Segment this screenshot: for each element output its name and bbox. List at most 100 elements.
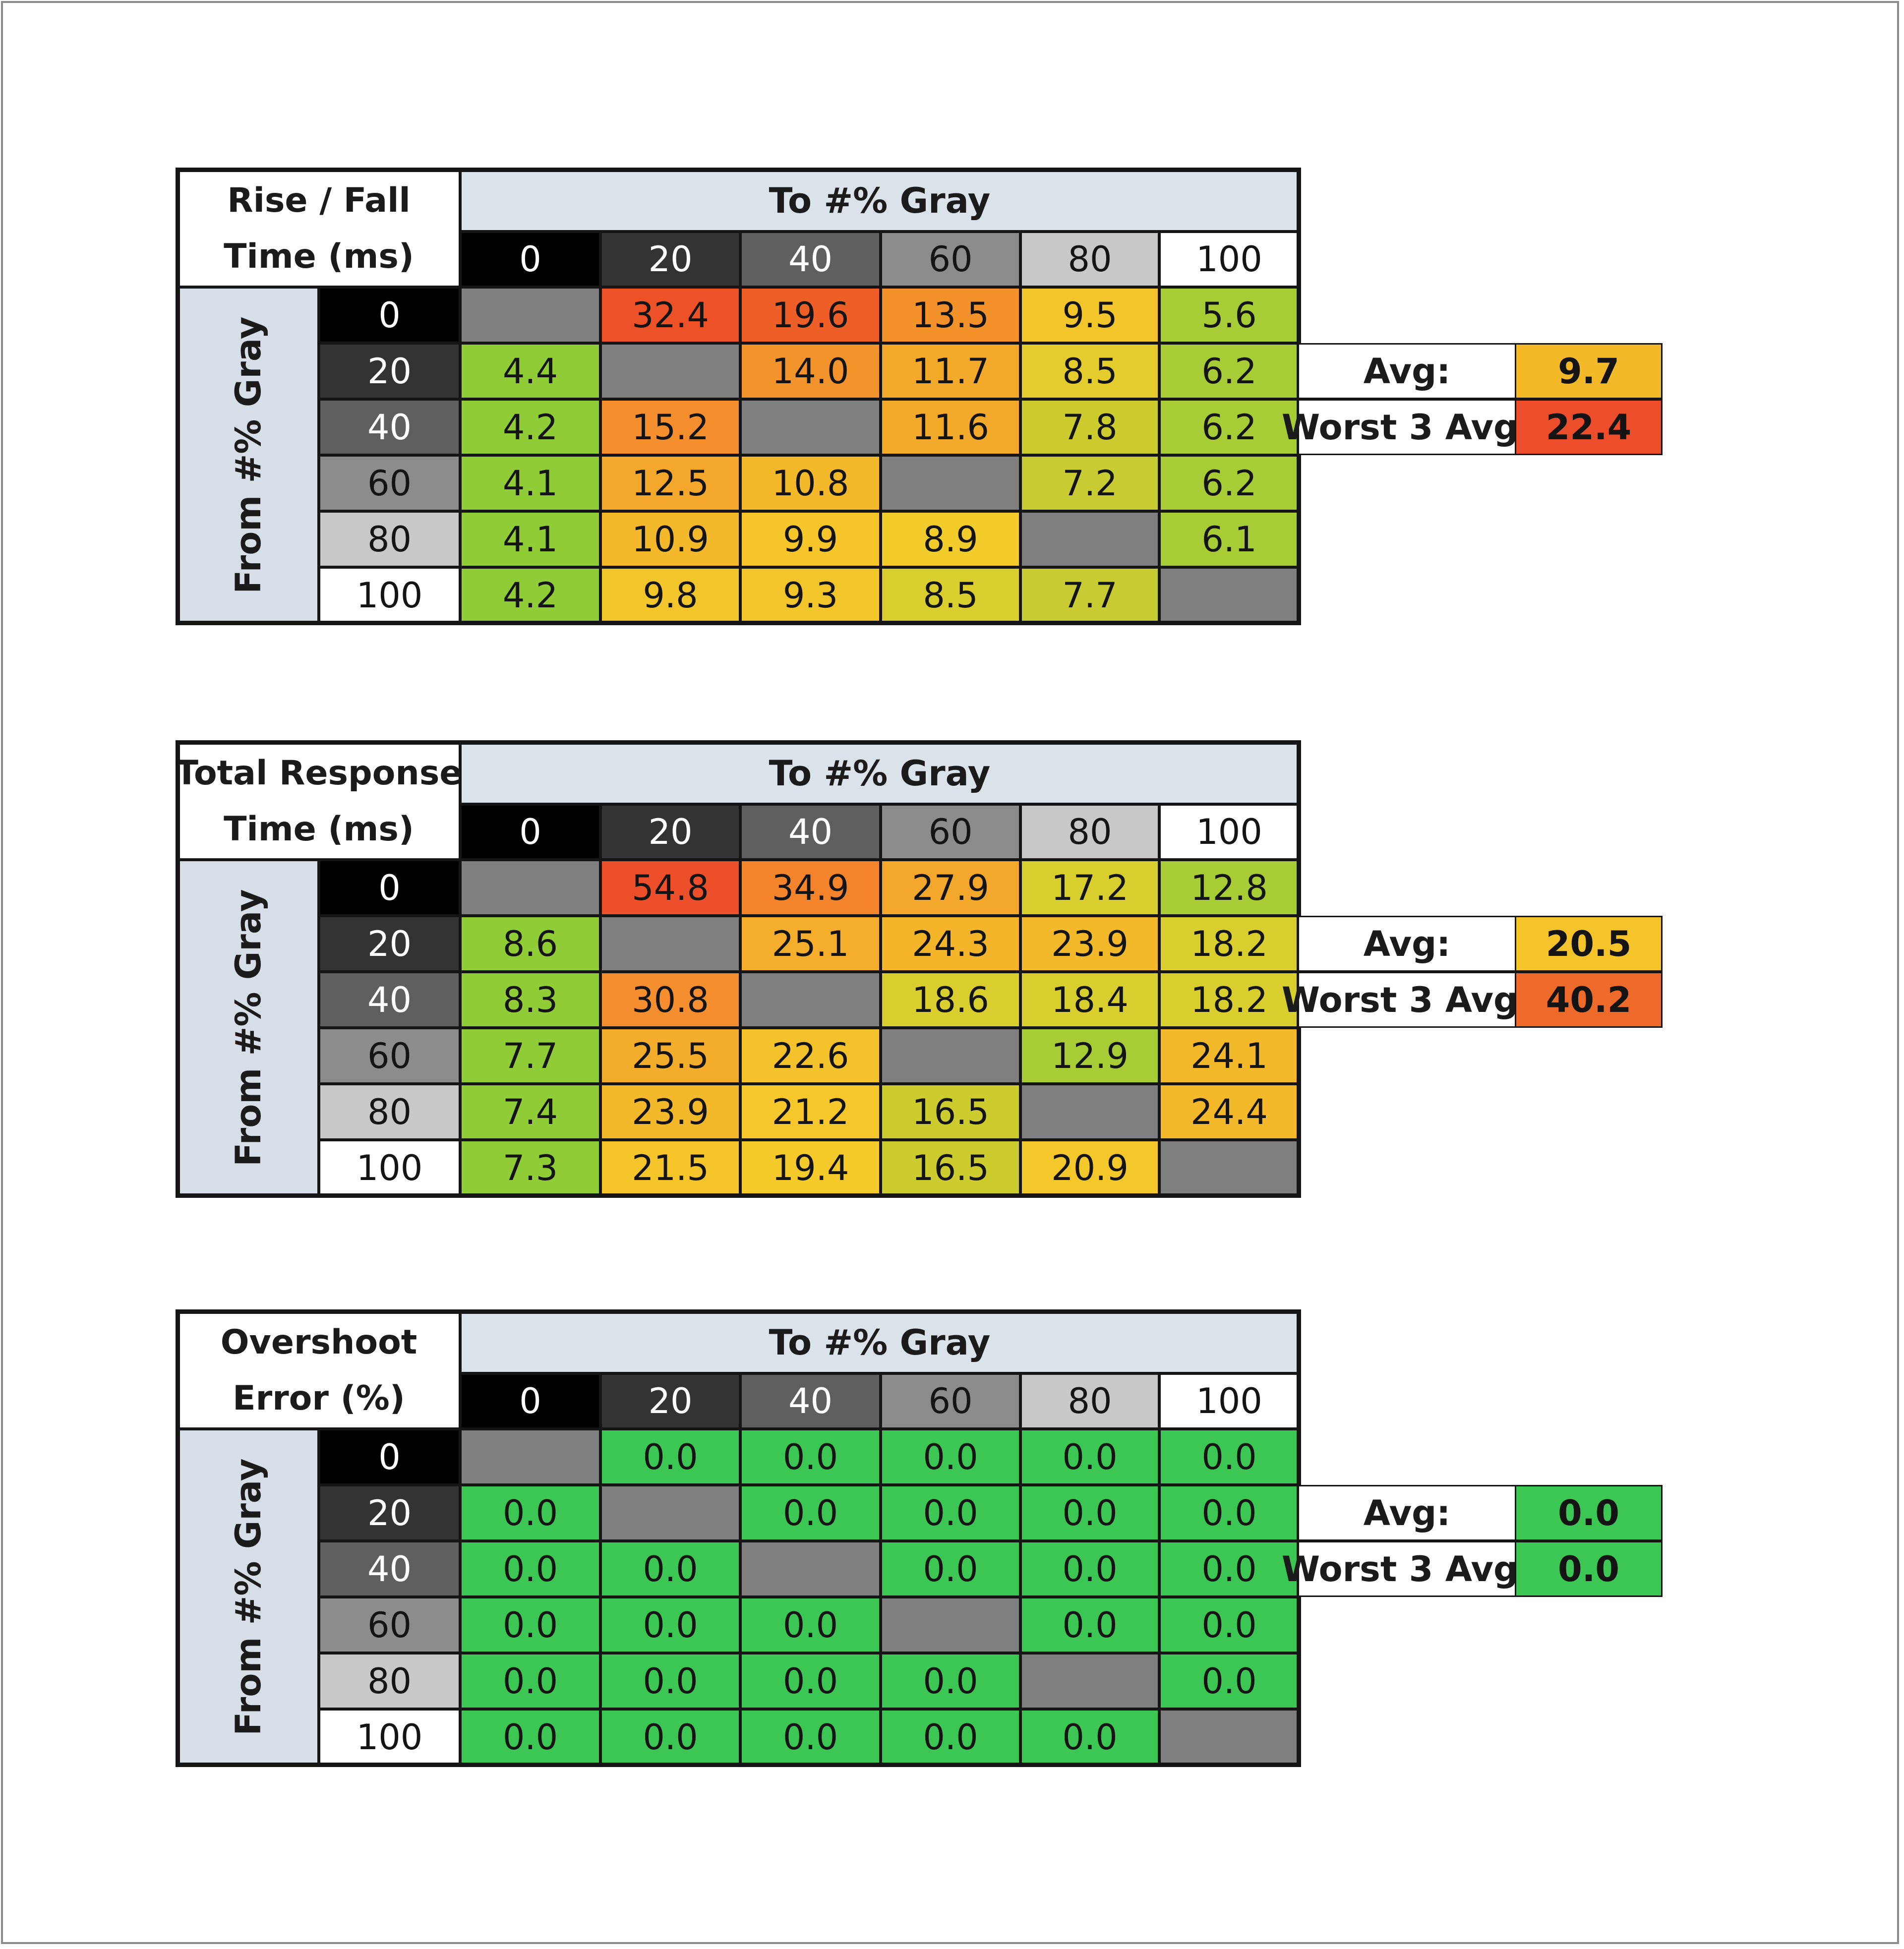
column-level-label: 40	[740, 232, 881, 287]
column-level-label: 60	[881, 232, 1020, 287]
avg-value: 0.0	[1515, 1485, 1663, 1541]
heatmap-cell: 21.5	[600, 1140, 740, 1196]
column-level-label: 80	[1020, 1373, 1159, 1429]
heatmap-cell: 16.5	[881, 1084, 1020, 1140]
heatmap-cell: 0.0	[600, 1653, 740, 1709]
heatmap-cell: 8.5	[1020, 343, 1159, 399]
heatmap-cell: 7.4	[460, 1084, 600, 1140]
column-level-label: 60	[881, 804, 1020, 860]
row-level-label: 80	[319, 1084, 460, 1140]
column-level-label: 80	[1020, 804, 1159, 860]
heatmap-cell: 4.2	[460, 567, 600, 623]
row-level-label: 80	[319, 511, 460, 567]
row-level-label: 100	[319, 1140, 460, 1196]
heatmap-cell: 8.9	[881, 511, 1020, 567]
heatmap-cell: 18.4	[1020, 972, 1159, 1028]
table-title-line: Total Response	[175, 753, 463, 793]
heatmap-cell: 6.2	[1159, 343, 1299, 399]
table-title: Overshoot Error (%)	[178, 1311, 460, 1429]
worst-avg-label: Worst 3 Avg:	[1282, 1541, 1532, 1597]
heatmap-cell: 25.5	[600, 1028, 740, 1084]
worst-avg-label: Worst 3 Avg:	[1282, 972, 1532, 1028]
heatmap-cell: 24.3	[881, 916, 1020, 972]
column-level-label: 0	[460, 232, 600, 287]
heatmap-cell: 20.9	[1020, 1140, 1159, 1196]
heatmap-cell: 19.6	[740, 287, 881, 343]
heatmap-cell: 0.0	[1159, 1597, 1299, 1653]
heatmap-cell: 14.0	[740, 343, 881, 399]
row-axis-header-text: From #% Gray	[228, 1458, 269, 1736]
column-level-label: 100	[1159, 1373, 1299, 1429]
heatmap-cell: 24.1	[1159, 1028, 1299, 1084]
heatmap-cell: 23.9	[1020, 916, 1159, 972]
row-axis-header: From #% Gray	[178, 287, 319, 623]
table-title-line: Time (ms)	[224, 809, 414, 849]
worst-avg-value: 22.4	[1515, 399, 1663, 455]
heatmap-cell: 18.2	[1159, 916, 1299, 972]
heatmap-cell: 10.9	[600, 511, 740, 567]
column-level-label: 0	[460, 1373, 600, 1429]
heatmap-cell: 6.2	[1159, 399, 1299, 455]
heatmap-cell: 0.0	[600, 1541, 740, 1597]
row-level-label: 20	[319, 916, 460, 972]
column-axis-header: To #% Gray	[460, 742, 1299, 804]
row-level-label: 60	[319, 1028, 460, 1084]
empty-diagonal-cell	[460, 1429, 600, 1485]
empty-diagonal-cell	[460, 860, 600, 916]
heatmap-cell: 0.0	[1020, 1429, 1159, 1485]
worst-avg-value: 0.0	[1515, 1541, 1663, 1597]
column-level-label: 80	[1020, 232, 1159, 287]
empty-diagonal-cell	[1020, 1084, 1159, 1140]
empty-diagonal-cell	[740, 399, 881, 455]
empty-diagonal-cell	[600, 343, 740, 399]
row-axis-header: From #% Gray	[178, 1429, 319, 1765]
heatmap-cell: 0.0	[1159, 1653, 1299, 1709]
row-level-label: 20	[319, 1485, 460, 1541]
heatmap-cell: 0.0	[460, 1597, 600, 1653]
heatmap-cell: 25.1	[740, 916, 881, 972]
row-level-label: 80	[319, 1653, 460, 1709]
heatmap-cell: 9.8	[600, 567, 740, 623]
heatmap-cell: 0.0	[1020, 1597, 1159, 1653]
heatmap-cell: 0.0	[881, 1653, 1020, 1709]
heatmap-cell: 6.1	[1159, 511, 1299, 567]
worst-avg-value: 40.2	[1515, 972, 1663, 1028]
avg-label: Avg:	[1299, 343, 1515, 399]
row-level-label: 0	[319, 860, 460, 916]
heatmap-cell: 0.0	[460, 1541, 600, 1597]
heatmap-cell: 9.9	[740, 511, 881, 567]
heatmap-cell: 24.4	[1159, 1084, 1299, 1140]
column-axis-header: To #% Gray	[460, 1311, 1299, 1373]
heatmap-cell: 19.4	[740, 1140, 881, 1196]
column-level-label: 100	[1159, 232, 1299, 287]
table-title-line: Overshoot	[220, 1322, 417, 1362]
heatmap-cell: 0.0	[740, 1709, 881, 1765]
heatmap-cell: 0.0	[740, 1597, 881, 1653]
empty-diagonal-cell	[740, 1541, 881, 1597]
heatmap-cell: 11.6	[881, 399, 1020, 455]
heatmap-cell: 34.9	[740, 860, 881, 916]
empty-diagonal-cell	[460, 287, 600, 343]
heatmap-cell: 0.0	[600, 1429, 740, 1485]
heatmap-cell: 4.1	[460, 511, 600, 567]
column-level-label: 40	[740, 1373, 881, 1429]
empty-diagonal-cell	[600, 916, 740, 972]
column-level-label: 20	[600, 1373, 740, 1429]
heatmap-cell: 16.5	[881, 1140, 1020, 1196]
avg-label: Avg:	[1299, 916, 1515, 972]
empty-diagonal-cell	[1020, 511, 1159, 567]
table-title: Total Response Time (ms)	[175, 742, 463, 860]
heatmap-cell: 0.0	[740, 1653, 881, 1709]
heatmap-cell: 0.0	[1020, 1541, 1159, 1597]
heatmap-cell: 0.0	[460, 1653, 600, 1709]
empty-diagonal-cell	[881, 1597, 1020, 1653]
heatmap-cell: 6.2	[1159, 455, 1299, 511]
worst-avg-label: Worst 3 Avg:	[1282, 399, 1532, 455]
row-axis-header-text: From #% Gray	[228, 889, 269, 1167]
heatmap-cell: 22.6	[740, 1028, 881, 1084]
table-title: Rise / Fall Time (ms)	[178, 170, 460, 287]
heatmap-cell: 7.7	[460, 1028, 600, 1084]
heatmap-cell: 4.4	[460, 343, 600, 399]
heatmap-cell: 8.5	[881, 567, 1020, 623]
